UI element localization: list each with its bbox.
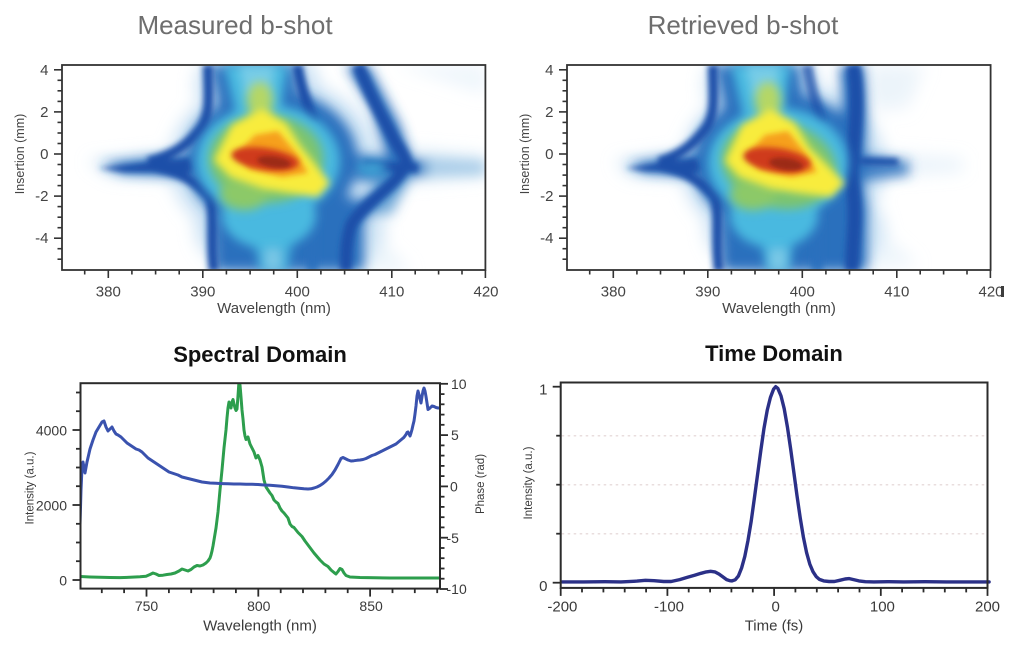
svg-text:Measured b-shot: Measured b-shot (137, 10, 333, 40)
svg-text:410: 410 (379, 284, 404, 301)
svg-text:-5: -5 (447, 530, 460, 546)
svg-text:380: 380 (96, 284, 121, 301)
svg-text:390: 390 (695, 284, 720, 301)
svg-text:420: 420 (473, 284, 498, 301)
svg-text:-10: -10 (447, 581, 467, 597)
svg-text:-4: -4 (540, 230, 553, 247)
svg-text:4: 4 (40, 62, 48, 79)
svg-text:0: 0 (450, 478, 458, 494)
svg-text:-4: -4 (35, 230, 48, 247)
svg-text:4: 4 (545, 62, 553, 79)
svg-text:Time (fs): Time (fs) (745, 618, 804, 635)
svg-text:Spectral Domain: Spectral Domain (173, 342, 347, 367)
svg-text:5: 5 (451, 427, 459, 443)
svg-text:Intensity (a.u.): Intensity (a.u.) (25, 451, 37, 524)
svg-text:-2: -2 (35, 188, 48, 205)
svg-text:1: 1 (539, 382, 547, 399)
svg-text:410: 410 (884, 284, 909, 301)
svg-text:Wavelength (nm): Wavelength (nm) (203, 618, 317, 635)
svg-text:2: 2 (40, 104, 48, 121)
svg-text:200: 200 (975, 599, 1000, 616)
svg-text:0: 0 (40, 146, 48, 163)
svg-text:10: 10 (451, 376, 467, 392)
svg-text:Time Domain: Time Domain (705, 341, 843, 366)
svg-text:Retrieved b-shot: Retrieved b-shot (648, 10, 840, 40)
svg-text:420: 420 (978, 284, 1003, 301)
svg-text:100: 100 (870, 599, 895, 616)
svg-text:0: 0 (59, 572, 67, 588)
svg-text:800: 800 (247, 598, 271, 614)
svg-text:-200: -200 (547, 599, 577, 616)
svg-text:Wavelength (nm): Wavelength (nm) (722, 300, 836, 317)
svg-text:Intensity (a.u.): Intensity (a.u.) (523, 446, 535, 519)
svg-text:0: 0 (539, 578, 547, 595)
svg-text:2: 2 (545, 104, 553, 121)
svg-text:2000: 2000 (36, 498, 67, 514)
svg-text:Phase (rad): Phase (rad) (475, 454, 487, 514)
svg-text:-100: -100 (654, 599, 684, 616)
svg-text:Insertion (mm): Insertion (mm) (518, 114, 532, 195)
svg-text:380: 380 (601, 284, 626, 301)
svg-text:750: 750 (135, 598, 159, 614)
svg-text:390: 390 (190, 284, 215, 301)
svg-text:0: 0 (772, 599, 780, 616)
svg-text:Wavelength (nm): Wavelength (nm) (217, 300, 331, 317)
svg-text:0: 0 (545, 146, 553, 163)
svg-text:400: 400 (285, 284, 310, 301)
svg-text:400: 400 (790, 284, 815, 301)
svg-text:4000: 4000 (36, 423, 67, 439)
svg-text:850: 850 (359, 598, 383, 614)
svg-text:Insertion (mm): Insertion (mm) (13, 114, 27, 195)
svg-text:-2: -2 (540, 188, 553, 205)
